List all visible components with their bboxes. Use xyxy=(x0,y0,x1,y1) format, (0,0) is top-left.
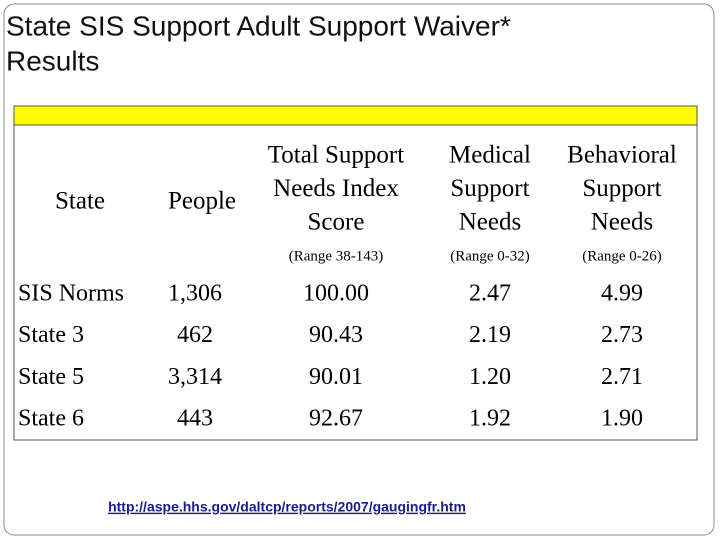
table-cell: 100.00 xyxy=(303,281,369,307)
header-bar xyxy=(13,105,698,126)
column-range: (Range 38-143) xyxy=(289,248,384,264)
table-cell: 443 xyxy=(177,406,213,432)
column-range: (Range 0-32) xyxy=(450,248,530,264)
column-header: Needs xyxy=(591,209,653,236)
column-header: Total Support xyxy=(268,142,404,169)
column-header: State xyxy=(55,188,105,215)
column-header: Needs xyxy=(459,209,521,236)
table-cell: 4.99 xyxy=(601,281,643,307)
table-cell: 1.20 xyxy=(469,364,511,390)
table-cell: 462 xyxy=(177,322,213,348)
row-label: SIS Norms xyxy=(18,281,124,307)
column-header: Support xyxy=(450,175,529,202)
row-label: State 6 xyxy=(18,406,84,432)
table-cell: 3,314 xyxy=(168,364,222,390)
table-cell: 1.92 xyxy=(469,406,511,432)
table-cell: 2.19 xyxy=(469,322,511,348)
slide-title: Results xyxy=(6,45,99,76)
slide-title: State SIS Support Adult Support Waiver* xyxy=(6,10,511,41)
column-header: Needs Index xyxy=(273,175,399,202)
row-label: State 5 xyxy=(18,364,84,390)
column-header: Behavioral xyxy=(567,142,677,169)
table-cell: 2.73 xyxy=(601,322,643,348)
table-cell: 1.90 xyxy=(601,406,643,432)
slide-border xyxy=(3,3,715,536)
row-label: State 3 xyxy=(18,322,84,348)
table-cell: 90.01 xyxy=(309,364,363,390)
column-header: Support xyxy=(582,175,661,202)
column-header: Score xyxy=(308,209,365,236)
column-header: People xyxy=(168,188,236,215)
table-cell: 2.71 xyxy=(601,364,643,390)
table-cell: 1,306 xyxy=(168,281,222,307)
table-cell: 90.43 xyxy=(309,322,363,348)
source-link[interactable]: http://aspe.hhs.gov/daltcp/reports/2007/… xyxy=(108,499,466,515)
table-cell: 2.47 xyxy=(469,281,511,307)
column-header: Medical xyxy=(449,142,531,169)
column-range: (Range 0-26) xyxy=(582,248,662,264)
table-cell: 92.67 xyxy=(309,406,363,432)
